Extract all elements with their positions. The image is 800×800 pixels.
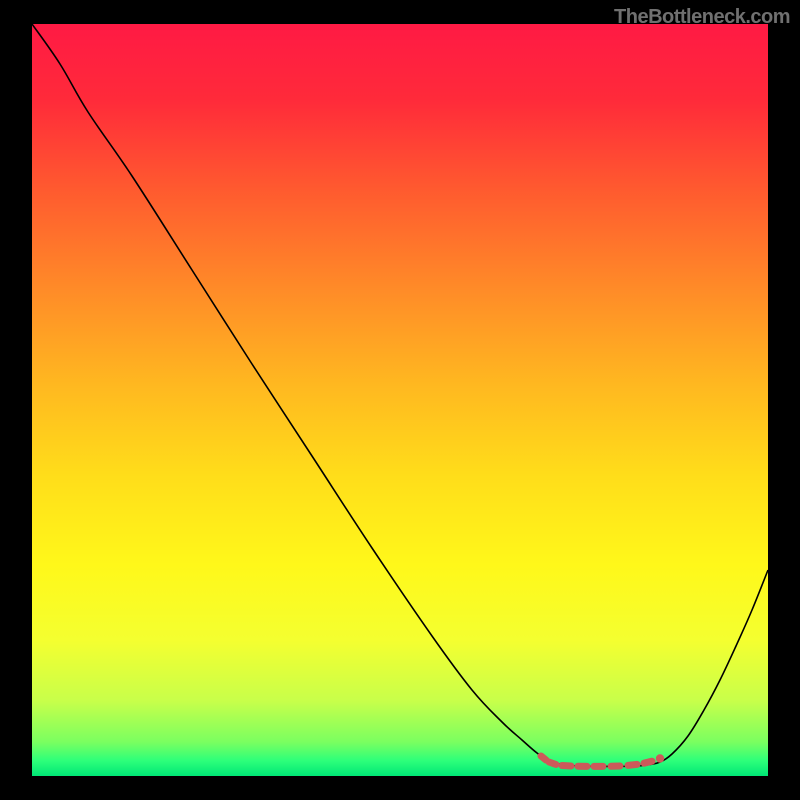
plot-background [32,24,768,776]
plot-svg [32,24,768,776]
plot-area [32,24,768,776]
chart-frame: TheBottleneck.com [0,0,800,800]
